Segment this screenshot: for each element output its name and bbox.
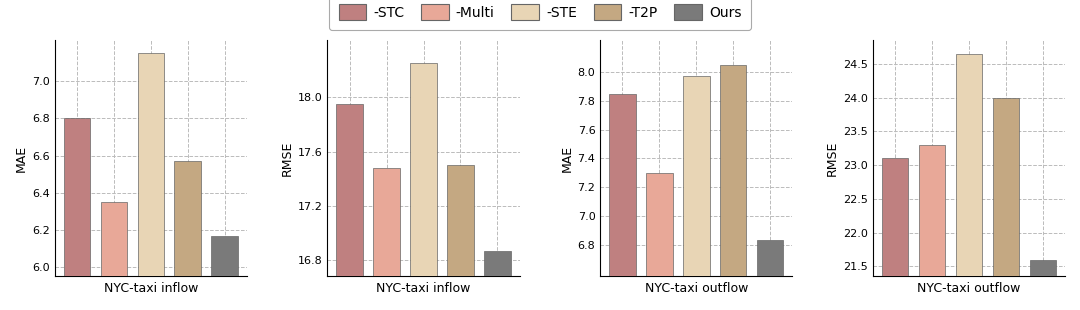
- Bar: [137, 53, 164, 310]
- Bar: [956, 54, 983, 310]
- Bar: [374, 168, 400, 310]
- Bar: [720, 65, 746, 310]
- Bar: [919, 145, 945, 310]
- Bar: [1029, 259, 1056, 310]
- Bar: [993, 98, 1020, 310]
- Bar: [64, 118, 91, 310]
- Y-axis label: RMSE: RMSE: [281, 141, 294, 176]
- Bar: [175, 161, 201, 310]
- Bar: [410, 63, 436, 310]
- X-axis label: NYC-taxi inflow: NYC-taxi inflow: [376, 282, 471, 295]
- Legend: -STC, -Multi, -STE, -T2P, Ours: -STC, -Multi, -STE, -T2P, Ours: [328, 0, 752, 30]
- X-axis label: NYC-taxi outflow: NYC-taxi outflow: [917, 282, 1021, 295]
- Y-axis label: RMSE: RMSE: [826, 141, 839, 176]
- Bar: [881, 158, 908, 310]
- Y-axis label: MAE: MAE: [561, 145, 573, 172]
- Bar: [609, 94, 636, 310]
- X-axis label: NYC-taxi inflow: NYC-taxi inflow: [104, 282, 198, 295]
- Bar: [447, 165, 474, 310]
- Bar: [100, 202, 127, 310]
- Bar: [757, 241, 783, 310]
- Bar: [683, 76, 710, 310]
- Bar: [336, 104, 363, 310]
- Y-axis label: MAE: MAE: [15, 145, 28, 172]
- Bar: [484, 251, 511, 310]
- Bar: [646, 173, 673, 310]
- X-axis label: NYC-taxi outflow: NYC-taxi outflow: [645, 282, 748, 295]
- Bar: [212, 236, 238, 310]
